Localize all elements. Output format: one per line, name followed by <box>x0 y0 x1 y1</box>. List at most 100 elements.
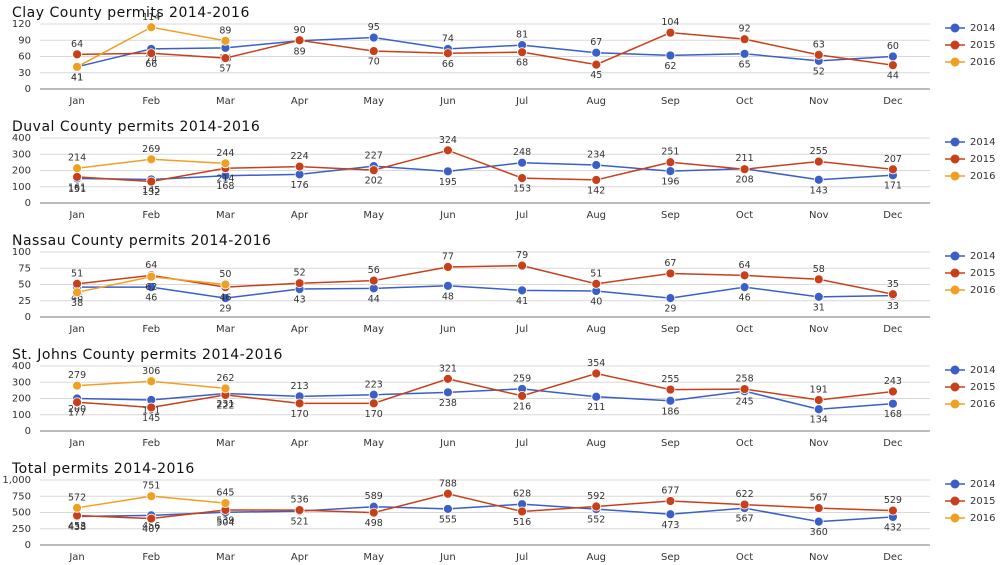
data-point <box>294 161 305 172</box>
data-label: 324 <box>439 135 457 146</box>
x-tick-label: May <box>363 96 384 107</box>
y-tick-label: 100 <box>12 410 31 421</box>
chart-panel: Total permits 2014-2016 0 250 500 750 1,000 43… <box>2 461 995 563</box>
y-tick-label: 250 <box>12 524 31 535</box>
data-point <box>813 395 824 405</box>
x-tick-label: Oct <box>736 552 753 563</box>
data-label: 207 <box>884 154 902 165</box>
y-tick-label: 0 <box>25 540 31 551</box>
x-tick-label: Feb <box>142 96 160 107</box>
data-label: 51 <box>71 268 83 279</box>
data-label: 41 <box>71 72 83 83</box>
x-tick-label: Feb <box>142 324 160 335</box>
chart-panel: Clay County permits 2014-2016 0 30 60 90 120 4… <box>12 5 996 107</box>
data-point <box>368 46 379 56</box>
data-point <box>220 35 231 46</box>
series-line <box>77 285 893 299</box>
data-point <box>220 279 231 290</box>
y-tick-label: 300 <box>12 377 31 388</box>
data-label: 143 <box>810 185 828 196</box>
data-point <box>72 502 82 513</box>
data-label: 81 <box>516 30 528 41</box>
data-point <box>294 278 305 289</box>
data-point <box>220 158 231 169</box>
x-tick-label: Jul <box>515 324 528 335</box>
data-label: 46 <box>739 293 751 304</box>
legend-marker <box>950 479 960 489</box>
data-point <box>517 47 527 58</box>
data-label: 44 <box>368 294 380 305</box>
data-label: 589 <box>365 491 383 502</box>
data-label: 214 <box>68 153 86 164</box>
y-tick-label: 300 <box>12 149 31 160</box>
data-point <box>220 383 231 394</box>
data-label: 645 <box>216 488 234 499</box>
data-label: 572 <box>68 492 86 503</box>
data-point <box>739 384 750 394</box>
x-tick-label: Aug <box>586 324 606 335</box>
data-label: 64 <box>71 39 83 50</box>
x-tick-label: Jan <box>68 210 84 221</box>
data-label: 592 <box>587 491 605 502</box>
data-label: 191 <box>810 384 828 395</box>
legend-marker <box>950 365 960 375</box>
x-tick-label: Mar <box>216 438 236 449</box>
x-tick-label: Jul <box>515 96 528 107</box>
chart-title: St. Johns County permits 2014-2016 <box>12 347 283 363</box>
legend-marker <box>950 23 960 33</box>
data-label: 504 <box>216 518 234 529</box>
legend-marker <box>950 496 960 506</box>
data-label: 89 <box>294 46 306 57</box>
data-label: 269 <box>142 144 160 155</box>
data-point <box>517 506 527 517</box>
data-label: 134 <box>810 415 828 426</box>
data-point <box>739 164 750 175</box>
legend-marker <box>950 285 960 295</box>
data-label: 224 <box>291 151 309 162</box>
chart-panel: Duval County permits 2014-2016 0 100 200 300… <box>12 119 996 221</box>
data-label: 170 <box>365 409 383 420</box>
data-label: 56 <box>368 265 380 276</box>
x-tick-label: Jun <box>439 324 456 335</box>
data-point <box>665 496 676 506</box>
x-tick-label: Mar <box>216 96 236 107</box>
x-tick-label: Aug <box>586 210 606 221</box>
data-label: 170 <box>291 409 309 420</box>
chart-title: Nassau County permits 2014-2016 <box>12 233 271 249</box>
y-tick-label: 200 <box>12 166 31 177</box>
x-tick-label: Nov <box>809 210 829 221</box>
legend-marker <box>950 57 960 67</box>
data-label: 622 <box>736 489 754 500</box>
data-label: 251 <box>661 147 679 158</box>
data-point <box>739 48 750 59</box>
data-label: 407 <box>142 524 160 535</box>
data-label: 35 <box>887 279 899 290</box>
legend-marker <box>950 171 960 181</box>
data-point <box>888 386 898 397</box>
data-point <box>888 164 898 175</box>
data-label: 306 <box>142 366 160 377</box>
legend-marker <box>950 40 960 50</box>
x-tick-label: Jun <box>439 210 456 221</box>
legend-label: 2015 <box>970 154 995 165</box>
series-line <box>77 372 894 409</box>
data-point <box>739 282 750 293</box>
data-point <box>146 282 157 293</box>
x-tick-label: Nov <box>809 324 829 335</box>
x-tick-label: Jul <box>515 552 528 563</box>
series-line <box>77 149 893 183</box>
data-label: 255 <box>661 374 679 385</box>
chart-title: Duval County permits 2014-2016 <box>12 119 260 135</box>
legend-marker <box>950 382 960 392</box>
data-label: 258 <box>736 374 754 385</box>
x-tick-label: Dec <box>883 552 902 563</box>
data-point <box>72 380 82 391</box>
data-point <box>443 166 453 177</box>
data-label: 788 <box>439 478 457 489</box>
data-label: 567 <box>736 514 754 525</box>
data-point <box>813 404 824 415</box>
data-label: 456 <box>142 521 160 532</box>
data-point <box>665 384 676 395</box>
data-label: 132 <box>142 187 160 198</box>
legend-label: 2014 <box>970 251 995 262</box>
